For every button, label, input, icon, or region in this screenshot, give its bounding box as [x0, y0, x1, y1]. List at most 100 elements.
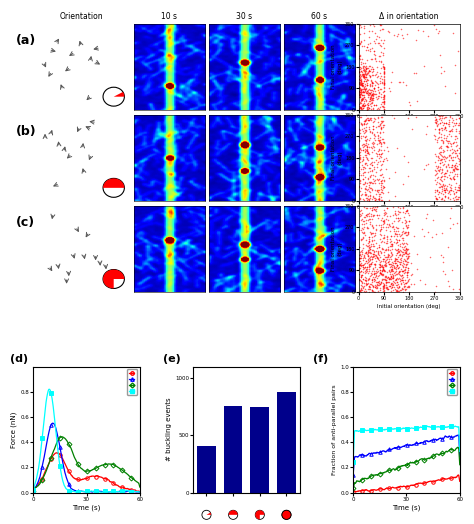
Point	[356, 90, 364, 98]
Point	[369, 253, 376, 261]
Point	[397, 204, 404, 212]
Point	[431, 125, 439, 133]
Point	[360, 21, 367, 30]
Point	[375, 263, 383, 271]
Point	[359, 239, 366, 248]
Point	[442, 136, 449, 144]
Point	[438, 187, 446, 195]
Point	[432, 135, 439, 143]
Point	[403, 270, 410, 279]
Point	[445, 160, 452, 168]
Point	[378, 231, 385, 239]
Point	[361, 68, 369, 76]
Point	[369, 95, 376, 103]
Point	[372, 250, 380, 259]
Point	[375, 89, 383, 97]
Point	[391, 259, 399, 267]
Point	[380, 135, 387, 144]
Point	[437, 158, 444, 167]
Point	[361, 269, 369, 277]
Point	[379, 255, 386, 264]
Point	[381, 205, 388, 214]
Point	[404, 258, 412, 267]
Point	[356, 144, 364, 152]
Point	[376, 133, 384, 141]
Point	[386, 281, 393, 290]
Point	[435, 167, 442, 175]
Point	[380, 63, 388, 71]
Point	[432, 119, 439, 127]
Point	[356, 83, 363, 92]
Text: 30 s: 30 s	[237, 12, 253, 21]
Point	[434, 151, 442, 160]
Point	[376, 230, 384, 238]
Point	[402, 247, 410, 256]
Point	[370, 21, 378, 30]
Point	[375, 241, 383, 249]
Point	[365, 181, 373, 189]
Point	[374, 117, 382, 126]
Point	[396, 286, 403, 294]
Point	[372, 263, 379, 271]
Point	[360, 72, 367, 80]
Point	[365, 27, 373, 36]
Point	[369, 65, 377, 73]
Point	[369, 92, 376, 101]
Point	[380, 94, 388, 102]
Point	[369, 90, 376, 98]
Point	[375, 105, 383, 113]
Point	[365, 64, 372, 72]
Point	[433, 185, 441, 194]
Point	[380, 80, 388, 88]
Point	[361, 63, 369, 72]
Point	[364, 105, 371, 113]
Point	[420, 232, 428, 241]
Point	[438, 181, 445, 190]
Point	[380, 279, 387, 288]
Point	[377, 165, 385, 173]
Point	[448, 156, 456, 164]
Point	[359, 146, 367, 154]
Point	[383, 283, 390, 291]
Point	[358, 125, 365, 134]
Point	[394, 245, 402, 253]
Point	[368, 55, 375, 63]
Point	[380, 283, 388, 291]
Point	[374, 134, 382, 142]
Point	[369, 276, 376, 284]
Point	[376, 74, 384, 83]
Point	[380, 91, 388, 100]
Point	[380, 281, 388, 289]
Point	[375, 279, 383, 288]
Point	[404, 264, 412, 272]
Point	[361, 36, 368, 44]
Point	[380, 271, 387, 280]
Point	[359, 85, 366, 93]
Point	[374, 268, 381, 276]
Point	[376, 39, 383, 48]
Point	[439, 190, 447, 199]
Point	[394, 203, 401, 211]
Point	[454, 150, 461, 159]
Point	[405, 282, 412, 290]
Point	[392, 275, 399, 283]
Point	[453, 146, 461, 155]
Point	[360, 275, 367, 283]
Point	[356, 276, 364, 284]
Point	[368, 64, 375, 73]
Point	[364, 249, 372, 258]
Point	[392, 270, 400, 278]
Point	[367, 105, 374, 113]
Point	[403, 231, 410, 239]
Point	[398, 30, 406, 39]
Point	[364, 196, 371, 205]
Point	[365, 75, 372, 84]
Point	[397, 265, 404, 274]
Point	[375, 194, 383, 203]
Point	[355, 255, 363, 263]
Point	[373, 211, 381, 220]
Point	[360, 202, 367, 211]
Point	[396, 267, 403, 276]
Wedge shape	[207, 512, 211, 515]
Point	[369, 125, 376, 133]
